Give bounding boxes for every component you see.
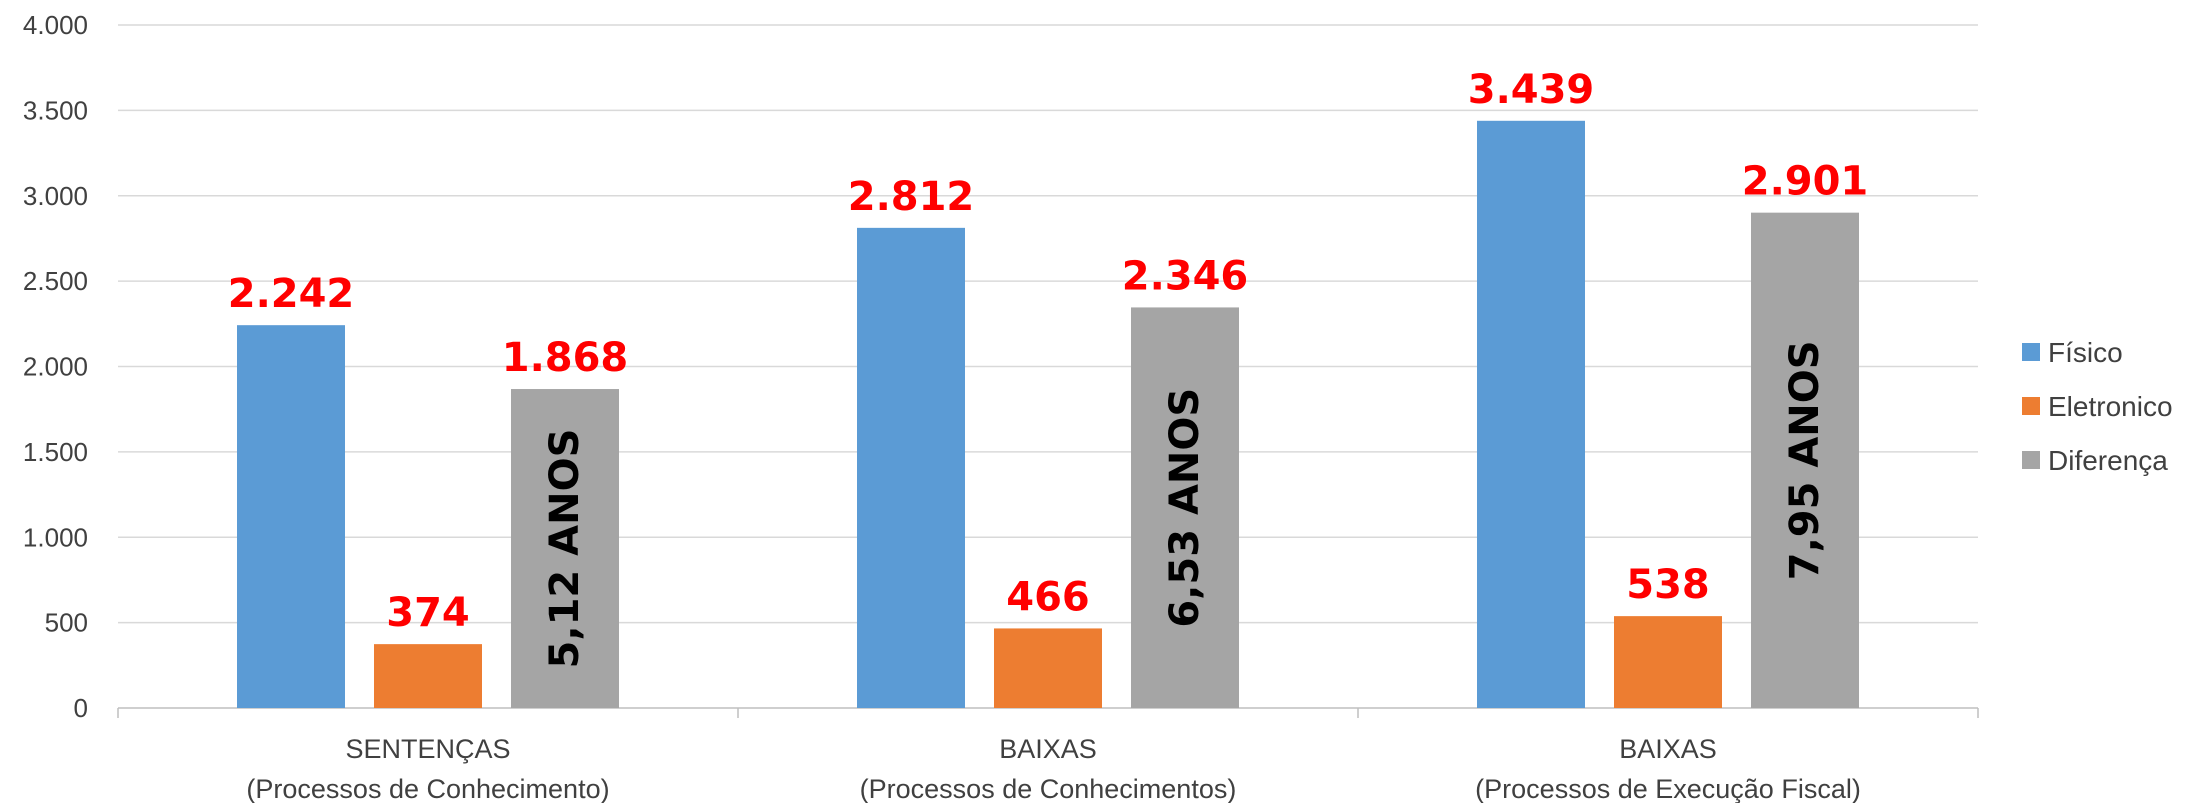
bar-annotation: 5,12 ANOS [542,429,588,669]
x-category-sublabel: (Processos de Conhecimentos) [860,774,1237,803]
data-labels: 2.242 374 1.868 5,12 ANOS 2.812 466 2.346 6,53 … [228,67,1869,669]
bar [237,325,345,708]
y-tick-label: 1.500 [23,437,88,467]
legend-label: Eletronico [2048,391,2173,422]
data-label: 2.812 [848,174,975,220]
data-label: 2.901 [1742,159,1869,205]
bar [1477,120,1585,708]
bar [994,628,1102,708]
x-category-label: BAIXAS [999,734,1097,764]
data-label: 374 [386,590,470,636]
bar [511,389,619,708]
gridlines [118,24,1978,624]
data-label: 1.868 [502,335,629,381]
y-tick-label: 2.000 [23,352,88,382]
bar-annotation: 7,95 ANOS [1782,340,1828,580]
bar-annotation: 6,53 ANOS [1162,388,1208,628]
bar [1614,616,1722,708]
legend-swatch [2022,451,2040,469]
y-tick-label: 2.500 [23,266,88,296]
x-category-label: BAIXAS [1619,734,1717,764]
y-tick-label: 3.500 [23,95,88,125]
y-tick-label: 1.000 [23,522,88,552]
axes: 0 500 1.000 1.500 2.000 2.500 3.000 3.500 4.000 S… [23,10,1979,803]
data-label: 466 [1006,574,1090,620]
data-label: 2.346 [1122,253,1249,299]
y-tick-label: 4.000 [23,10,88,40]
bars [237,120,1859,709]
data-label: 2.242 [228,271,355,317]
x-category-label: SENTENÇAS [345,734,510,764]
y-tick-label: 3.000 [23,181,88,211]
bar [374,644,482,708]
x-category-sublabel: (Processos de Conhecimento) [246,774,609,803]
y-tick-label: 0 [74,693,88,723]
bar [1751,212,1859,709]
bar [857,227,965,708]
legend-label: Físico [2048,337,2123,368]
data-label: 3.439 [1468,67,1595,113]
legend-swatch [2022,397,2040,415]
y-tick-label: 500 [45,608,88,638]
x-category-sublabel: (Processos de Execução Fiscal) [1475,774,1861,803]
legend-label: Diferença [2048,445,2168,476]
legend: Físico Eletronico Diferença [2022,337,2173,476]
bar [1131,307,1239,708]
legend-swatch [2022,343,2040,361]
data-label: 538 [1626,562,1710,608]
